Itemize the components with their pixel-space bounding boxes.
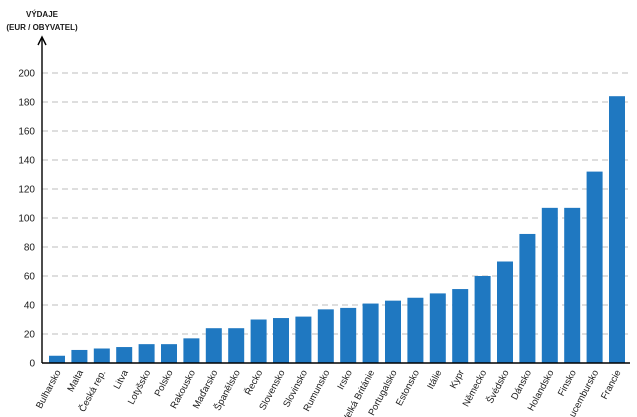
y-tick-label: 80 (24, 243, 36, 254)
bars (49, 96, 625, 363)
bar (586, 171, 603, 363)
bar (49, 355, 65, 363)
y-tick-label: 180 (18, 98, 35, 109)
bar (93, 348, 110, 363)
bar (295, 316, 312, 363)
y-tick-labels: 0 20 40 60 80 100 120 140 160 180 200 (18, 69, 35, 370)
bar (183, 338, 200, 363)
bar (340, 307, 357, 363)
bar (519, 233, 536, 363)
x-tick-label: Bulharsko (34, 368, 64, 410)
bar (71, 349, 88, 363)
bar (407, 297, 424, 363)
bar (541, 207, 558, 363)
y-tick-label: 100 (18, 214, 35, 225)
y-tick-label: 0 (29, 359, 35, 370)
y-axis-arrow-icon (37, 35, 47, 46)
y-tick-label: 200 (18, 69, 35, 80)
bar (273, 318, 289, 363)
y-axis-label-line2: (EUR / OBYVATEL) (6, 23, 78, 32)
y-tick-label: 120 (18, 185, 35, 196)
x-tick-label: Irsko (335, 368, 354, 391)
x-tick-label: Itálie (425, 368, 444, 391)
bar (250, 319, 267, 363)
bar (362, 303, 379, 363)
bar (452, 289, 469, 363)
y-tick-label: 60 (24, 272, 36, 283)
bar (474, 276, 491, 363)
bar (138, 344, 155, 363)
y-tick-label: 40 (24, 301, 36, 312)
y-axis-label-line1: VÝDAJE (26, 10, 59, 19)
x-tick-label: Dánsko (509, 368, 534, 402)
bar (429, 293, 446, 363)
x-tick-label: Malta (65, 368, 86, 394)
x-tick-label: Litva (112, 368, 131, 392)
bar (317, 309, 334, 363)
y-tick-label: 160 (18, 127, 35, 138)
x-tick-label: Francie (599, 368, 624, 401)
y-tick-label: 20 (24, 330, 36, 341)
bar (385, 300, 401, 363)
bar (497, 261, 513, 363)
bar (228, 328, 245, 363)
x-tick-label: Finsko (556, 368, 579, 398)
bar (205, 328, 222, 363)
bar (161, 344, 177, 363)
bar (564, 207, 581, 363)
bar (609, 96, 625, 363)
y-tick-label: 140 (18, 156, 35, 167)
x-tick-label: Polsko (153, 368, 176, 398)
x-tick-label: Kypr (448, 368, 467, 390)
x-tick-label: Řecko (243, 368, 265, 397)
bar (116, 347, 133, 363)
